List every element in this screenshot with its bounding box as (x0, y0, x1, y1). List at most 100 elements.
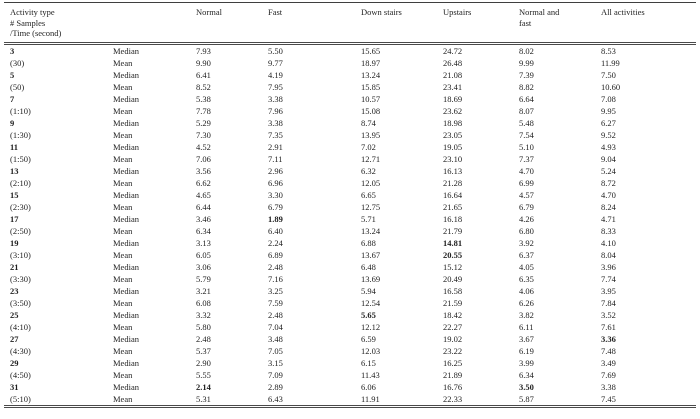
value-cell: 7.96 (268, 105, 283, 116)
value-cell: 2.96 (268, 165, 283, 176)
value-cell: 23.22 (443, 345, 463, 356)
row-time-label: (5:10) (4, 392, 113, 408)
value-cell: 6.34 (519, 369, 534, 380)
value-cell: 2.90 (196, 357, 211, 368)
row-samples-label: 17 (10, 213, 19, 224)
stat-label-mean: Mean (113, 105, 133, 116)
value-cell: 5.10 (519, 141, 534, 152)
header-normal-and-fast: Normal and fast (519, 2, 601, 45)
row-time-label: (50) (10, 81, 25, 92)
stat-label-median: Median (113, 165, 139, 176)
row-samples-label: 29 (10, 357, 19, 368)
value-cell: 8.74 (361, 117, 376, 128)
table-row-median-29: 29 Median 2.90 3.15 6.15 16.25 3.99 3.49 (4, 357, 696, 369)
row-samples-label: 7 (10, 93, 15, 104)
value-cell: 6.34 (196, 225, 211, 236)
value-cell: 6.08 (196, 297, 211, 308)
table-row-mean-7: (1:10) Mean 7.78 7.96 15.08 23.62 8.07 9.95 (4, 105, 696, 117)
table-row-mean-17: (2:50) Mean 6.34 6.40 13.24 21.79 6.80 8.33 (4, 225, 696, 237)
stat-label-mean: Mean (113, 153, 133, 164)
table-row-median-19: 19 Median 3.13 2.24 6.88 14.81 3.92 4.10 (4, 237, 696, 249)
value-cell: 9.77 (268, 57, 283, 68)
value-cell: 3.30 (268, 189, 283, 200)
row-time-label: (2:50) (10, 225, 31, 236)
value-cell: 7.35 (268, 129, 283, 140)
value-cell: 21.65 (443, 201, 463, 212)
row-time-label: (4:10) (10, 321, 31, 332)
value-cell: 7.84 (601, 297, 616, 308)
value-cell: 6.43 (268, 392, 361, 408)
value-cell: 19.02 (443, 333, 463, 344)
value-cell: 6.99 (519, 177, 534, 188)
value-cell: 3.96 (601, 261, 616, 272)
row-samples-label: 21 (10, 261, 19, 272)
value-cell: 5.38 (196, 93, 211, 104)
stat-label-mean: Mean (113, 57, 133, 68)
value-cell: 5.65 (361, 309, 376, 320)
table-row-mean-11: (1:50) Mean 7.06 7.11 12.71 23.10 7.37 9.04 (4, 153, 696, 165)
value-cell: 6.27 (601, 117, 616, 128)
value-cell: 7.39 (519, 69, 534, 80)
value-cell: 13.95 (361, 129, 381, 140)
value-cell: 5.37 (196, 345, 211, 356)
header-fast: Fast (268, 2, 361, 45)
table-row-median-7: 7 Median 5.38 3.38 10.57 18.69 6.64 7.08 (4, 93, 696, 105)
value-cell: 3.82 (519, 309, 534, 320)
value-cell: 3.52 (601, 309, 616, 320)
value-cell: 2.48 (196, 333, 211, 344)
table-row-mean-13: (2:10) Mean 6.62 6.96 12.05 21.28 6.99 8.72 (4, 177, 696, 189)
row-samples-label: 23 (10, 285, 19, 296)
value-cell: 16.64 (443, 189, 463, 200)
value-cell: 8.24 (601, 201, 616, 212)
stat-label-median: Median (113, 285, 139, 296)
value-cell: 6.05 (196, 249, 211, 260)
value-cell: 6.48 (361, 261, 376, 272)
table-row-median-13: 13 Median 3.56 2.96 6.32 16.13 4.70 5.24 (4, 165, 696, 177)
value-cell: 12.54 (361, 297, 381, 308)
value-cell: 7.11 (268, 153, 283, 164)
value-cell: 23.05 (443, 129, 463, 140)
value-cell: 7.54 (519, 129, 534, 140)
value-cell: 2.89 (268, 381, 283, 392)
value-cell: 6.62 (196, 177, 211, 188)
value-cell: 9.04 (601, 153, 616, 164)
value-cell: 7.50 (601, 69, 616, 80)
stat-label-mean: Mean (113, 177, 133, 188)
value-cell: 6.64 (519, 93, 534, 104)
value-cell: 5.94 (361, 285, 376, 296)
stat-label-median: Median (113, 309, 139, 320)
row-time-label: (1:10) (10, 105, 31, 116)
value-cell: 7.61 (601, 321, 616, 332)
value-cell: 7.05 (268, 345, 283, 356)
value-cell: 7.48 (601, 345, 616, 356)
value-cell: 21.89 (443, 369, 463, 380)
value-cell: 18.69 (443, 93, 463, 104)
value-cell: 7.16 (268, 273, 283, 284)
stat-label-median: Median (113, 381, 139, 392)
value-cell: 23.10 (443, 153, 463, 164)
value-cell: 20.49 (443, 273, 463, 284)
table-row-median-5: 5 Median 6.41 4.19 13.24 21.08 7.39 7.50 (4, 69, 696, 81)
value-cell: 7.95 (268, 81, 283, 92)
stat-label-median: Median (113, 189, 139, 200)
value-cell: 15.12 (443, 261, 463, 272)
value-cell: 2.14 (196, 381, 211, 392)
stat-label-mean: Mean (113, 321, 133, 332)
value-cell: 22.33 (443, 392, 519, 408)
row-samples-label: 11 (10, 141, 19, 152)
header-normal: Normal (196, 2, 268, 45)
value-cell: 4.70 (601, 189, 616, 200)
value-cell: 16.76 (443, 381, 463, 392)
value-cell: 16.58 (443, 285, 463, 296)
stat-label-median: Median (113, 261, 139, 272)
value-cell: 3.46 (196, 213, 211, 224)
value-cell: 6.32 (361, 165, 376, 176)
row-time-label: (3:10) (10, 249, 31, 260)
value-cell: 5.79 (196, 273, 211, 284)
value-cell: 4.10 (601, 237, 616, 248)
value-cell: 7.93 (196, 45, 211, 56)
value-cell: 11.43 (361, 369, 380, 380)
value-cell: 11.99 (601, 57, 620, 68)
value-cell: 21.08 (443, 69, 463, 80)
value-cell: 12.12 (361, 321, 381, 332)
